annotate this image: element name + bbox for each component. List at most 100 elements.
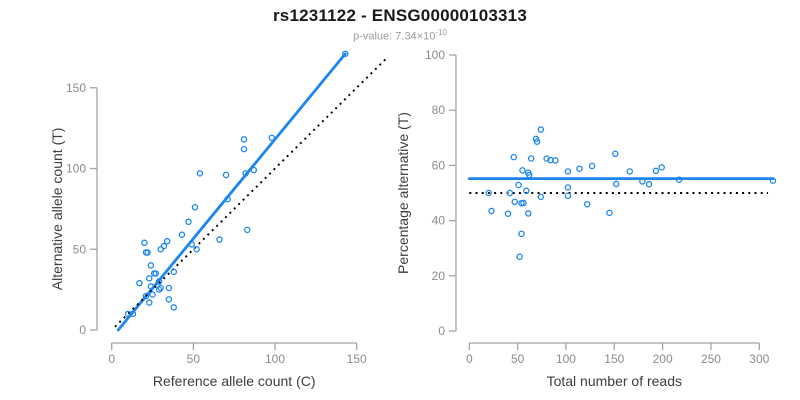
data-point <box>144 249 151 256</box>
data-point <box>160 242 168 250</box>
data-point <box>141 239 148 247</box>
data-point <box>612 150 619 158</box>
right-scatter-plot: 0 20 40 60 80 100 0 50 100 150 200 250 300 Total numb… <box>395 48 777 389</box>
data-point <box>504 210 512 217</box>
data-point <box>564 168 572 175</box>
data-point <box>242 170 249 177</box>
x-tick-label: 100 <box>556 352 576 366</box>
data-point <box>564 184 572 191</box>
data-point <box>537 126 545 133</box>
data-point <box>564 192 572 200</box>
y-axis-title: Percentage alternative (T) <box>395 112 411 274</box>
data-point <box>533 138 541 145</box>
pvalue-text: p-value: 7.34×10 <box>353 30 436 43</box>
data-point <box>552 157 559 164</box>
data-point <box>163 237 171 245</box>
data-point <box>537 193 545 201</box>
data-point <box>583 201 591 208</box>
y-tick-label: 40 <box>432 214 446 228</box>
identity-line <box>114 58 387 328</box>
data-point <box>142 292 150 300</box>
regression-line <box>116 52 347 332</box>
x-tick-label: 50 <box>511 352 525 366</box>
data-point <box>527 155 535 162</box>
data-point <box>147 262 155 269</box>
data-point <box>124 310 132 318</box>
y-axis-title: Alternative allele count (T) <box>49 128 65 291</box>
pvalue-exponent: -10 <box>435 28 447 37</box>
y-tick-label: 100 <box>66 162 86 176</box>
data-point <box>244 226 251 234</box>
x-axis-title: Total number of reads <box>547 373 682 389</box>
data-point <box>240 136 248 143</box>
y-tick-label: 60 <box>432 158 446 172</box>
y-tick-label: 20 <box>432 269 446 283</box>
x-tick-label: 200 <box>653 352 673 366</box>
data-point <box>240 145 248 153</box>
data-point <box>506 189 514 197</box>
data-point <box>146 275 153 282</box>
data-point <box>188 241 195 248</box>
x-axis-title: Reference allele count (C) <box>153 373 316 389</box>
y-tick-label: 0 <box>79 323 86 337</box>
x-tick-label: 0 <box>466 352 473 366</box>
data-point <box>510 153 518 161</box>
x-tick-label: 150 <box>604 352 624 366</box>
data-point <box>149 291 156 298</box>
data-point <box>652 167 660 175</box>
data-point <box>525 210 532 217</box>
data-point <box>170 304 178 311</box>
data-point <box>157 284 164 292</box>
data-point <box>645 180 653 188</box>
data-point <box>769 177 777 184</box>
data-point <box>519 167 526 174</box>
data-point <box>525 171 533 179</box>
data-point <box>170 268 178 276</box>
data-point <box>250 166 258 174</box>
x-tick-label: 300 <box>749 352 769 366</box>
x-tick-label: 250 <box>701 352 721 366</box>
data-point <box>224 195 231 203</box>
data-point <box>520 199 527 207</box>
data-point <box>576 165 583 172</box>
y-tick-label: 100 <box>425 48 445 62</box>
data-point <box>626 168 634 175</box>
data-point <box>523 187 530 195</box>
data-point <box>516 253 523 261</box>
y-tick-label: 150 <box>66 81 86 95</box>
data-point <box>675 176 683 184</box>
x-tick-label: 0 <box>108 352 115 366</box>
y-tick-label: 80 <box>432 103 446 117</box>
chart-subtitle: p-value: 7.34×10-10 <box>0 28 800 43</box>
data-point <box>165 284 173 292</box>
data-point <box>511 198 518 206</box>
data-point <box>157 245 164 253</box>
x-tick-label: 50 <box>187 352 201 366</box>
x-tick-label: 100 <box>265 352 285 366</box>
data-point <box>268 134 276 142</box>
data-point <box>191 204 199 211</box>
chart-title: rs1231122 - ENSG00000103313 <box>272 6 527 25</box>
data-point <box>136 279 143 287</box>
data-point <box>196 170 204 177</box>
data-point <box>155 286 163 293</box>
y-tick-label: 50 <box>73 242 87 256</box>
data-point <box>178 231 186 238</box>
data-point <box>185 218 192 226</box>
data-point <box>222 171 230 179</box>
data-point <box>152 270 160 277</box>
left-scatter-plot: 0 50 100 150 0 50 100 150 Reference allele count… <box>49 50 387 389</box>
data-point <box>518 230 525 238</box>
x-tick-label: 150 <box>347 352 367 366</box>
data-point <box>216 236 223 243</box>
data-point <box>488 207 495 215</box>
data-point <box>165 296 173 303</box>
data-point <box>612 180 620 188</box>
data-point <box>155 278 163 285</box>
data-point <box>146 299 153 306</box>
data-point <box>193 245 200 253</box>
data-point <box>342 50 349 58</box>
data-point <box>606 209 613 217</box>
data-point <box>147 283 155 290</box>
